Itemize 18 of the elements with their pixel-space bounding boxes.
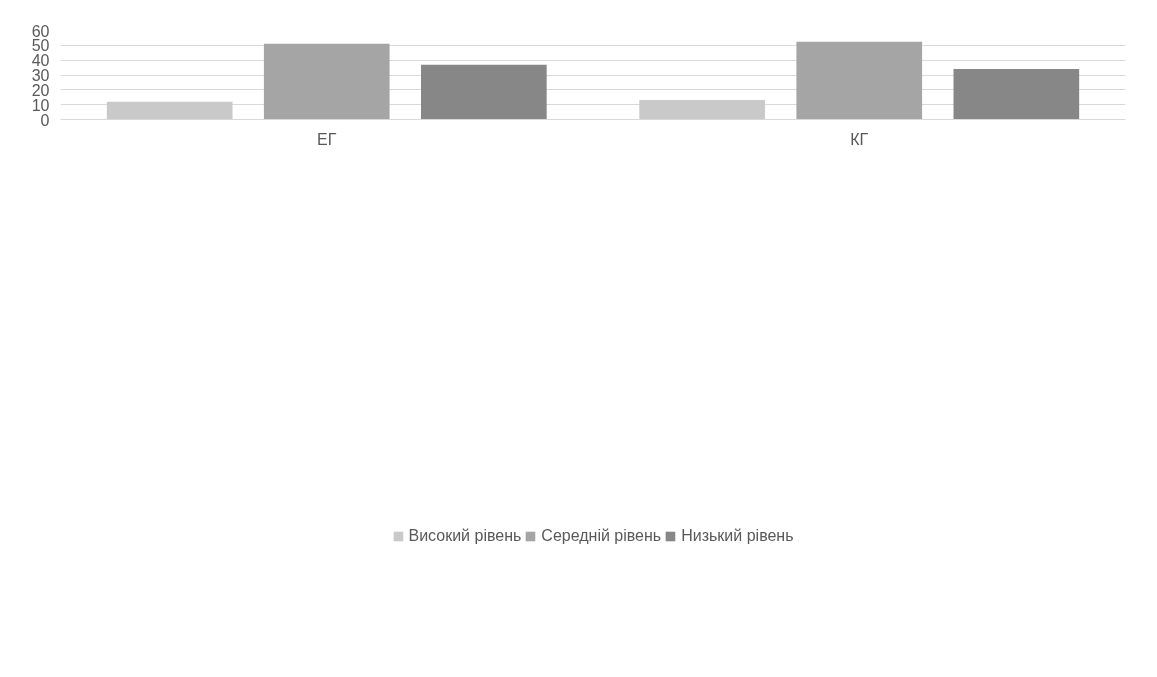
bar bbox=[796, 41, 923, 120]
y-tick-label: 60 bbox=[31, 22, 50, 40]
bar bbox=[106, 101, 233, 120]
bar bbox=[421, 64, 547, 120]
legend-label: Середній рівень bbox=[541, 526, 662, 545]
x-tick-label: ЕГ bbox=[317, 130, 337, 148]
x-tick-label: КГ bbox=[850, 130, 869, 148]
bar bbox=[953, 68, 1080, 120]
y-tick-label: 30 bbox=[31, 67, 50, 84]
legend-label: Низький рівень bbox=[681, 526, 794, 545]
bar bbox=[263, 43, 390, 120]
y-tick-label: 50 bbox=[31, 37, 50, 55]
y-tick-label: 20 bbox=[31, 81, 50, 99]
y-tick-label: 10 bbox=[31, 96, 50, 114]
legend-label: Високий рівень bbox=[408, 526, 522, 545]
y-tick-label: 0 bbox=[40, 111, 50, 129]
y-tick-label: 40 bbox=[31, 52, 50, 70]
bar bbox=[639, 100, 765, 120]
